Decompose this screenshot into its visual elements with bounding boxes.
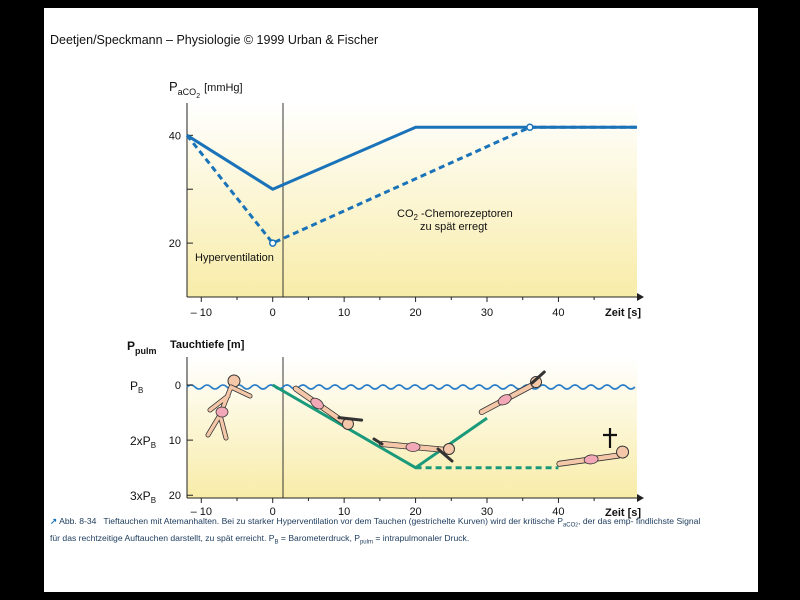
pressure-label: 2xPB bbox=[130, 434, 156, 450]
caption-text: Tieftauchen mit Atemanhalten. Bei zu sta… bbox=[50, 516, 701, 546]
dive-x-tick-label: 20 bbox=[409, 506, 421, 518]
ppulm-axis-label: Ppulm bbox=[127, 339, 157, 356]
dive-x-axis-arrow bbox=[637, 494, 644, 502]
paco2-x-tick-label: 0 bbox=[270, 307, 276, 319]
dive-x-label: Zeit [s] bbox=[605, 507, 641, 519]
paco2-marker bbox=[526, 123, 534, 131]
paco2-x-tick-label: – 10 bbox=[191, 307, 212, 319]
swimmer-surface-icon bbox=[205, 374, 253, 441]
diver-descending-icon bbox=[292, 385, 364, 430]
depth-y-tick-label: 10 bbox=[169, 435, 181, 447]
water-surface bbox=[186, 384, 636, 390]
paco2-y-tick-label: 20 bbox=[169, 238, 181, 250]
dive-chart-background bbox=[187, 357, 637, 498]
diver-bottom-icon bbox=[372, 437, 455, 463]
paco2-x-tick-label: 20 bbox=[409, 307, 421, 319]
paco2-chart: 40 20 – 10 0 10 20 30 40 PaCO2[mmHg] Hypervent… bbox=[169, 79, 644, 319]
cross-icon bbox=[603, 428, 617, 448]
depth-axis-label: Tauchtiefe [m] bbox=[170, 339, 245, 351]
dive-x-tick-label: 0 bbox=[270, 506, 276, 518]
paco2-y-tick-label: 40 bbox=[169, 130, 181, 142]
depth-y-tick-label: 20 bbox=[169, 490, 181, 502]
paco2-x-tick-label: 30 bbox=[481, 307, 493, 319]
co2-chemoreceptor-label-line2: zu spät erregt bbox=[420, 221, 487, 233]
dive-x-tick-label: – 10 bbox=[191, 506, 212, 518]
paco2-marker bbox=[268, 239, 277, 247]
drowned-diver-icon bbox=[556, 445, 630, 467]
figure-header: Deetjen/Speckmann – Physiologie © 1999 U… bbox=[50, 33, 379, 47]
depth-y-tick-label: 0 bbox=[175, 380, 181, 392]
paco2-x-axis-arrow bbox=[637, 293, 644, 301]
paco2-chart-background bbox=[187, 103, 637, 297]
figure-caption: ↗ Abb. 8-34 Tieftauchen mit Atemanhalten… bbox=[50, 515, 710, 548]
caption-label: Abb. 8-34 bbox=[59, 516, 97, 526]
diver-ascending-icon bbox=[478, 370, 546, 416]
paco2-x-tick-label: 40 bbox=[552, 307, 564, 319]
paco2-y-label: PaCO2[mmHg] bbox=[169, 79, 243, 100]
pressure-label: 3xPB bbox=[130, 489, 156, 505]
hyperventilation-label: Hyperventilation bbox=[195, 252, 274, 264]
paco2-series-dashed bbox=[185, 125, 637, 245]
paco2-x-label: Zeit [s] bbox=[605, 307, 641, 319]
dive-x-tick-label: 30 bbox=[481, 506, 493, 518]
dive-x-tick-label: 40 bbox=[552, 506, 564, 518]
pressure-label: PB bbox=[130, 379, 143, 395]
co2-chemoreceptor-label: CO2 -Chemorezeptoren bbox=[397, 208, 513, 222]
dive-depth-chart: 0 10 20 – 10 0 10 20 30 40 PB 2xPB 3xPB Ppulm Tau… bbox=[127, 339, 644, 519]
dive-x-tick-label: 10 bbox=[338, 506, 350, 518]
caption-arrow-icon: ↗ bbox=[50, 516, 58, 526]
paco2-x-tick-label: 10 bbox=[338, 307, 350, 319]
